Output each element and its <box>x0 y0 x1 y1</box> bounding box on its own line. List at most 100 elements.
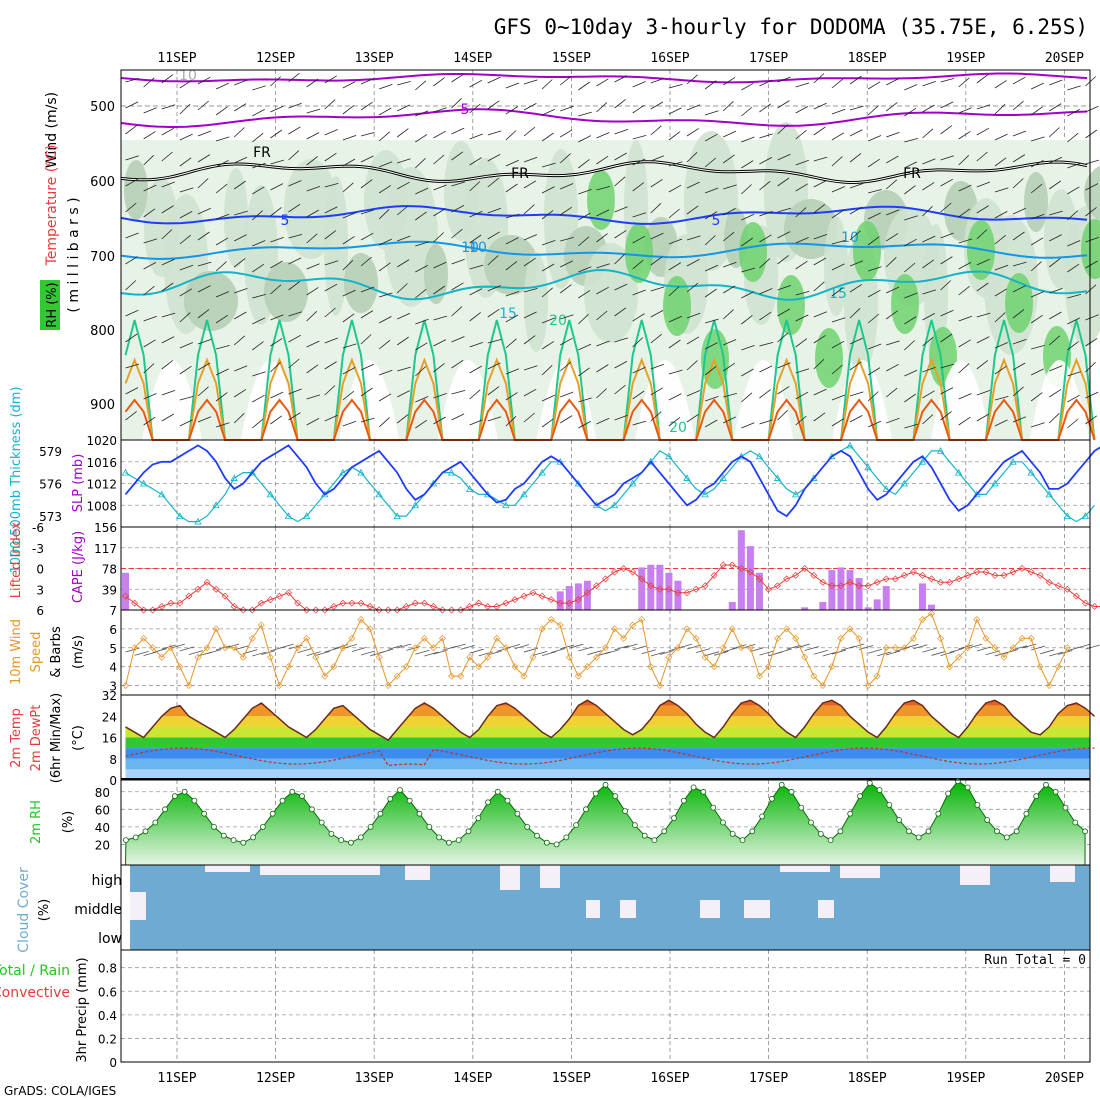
wind-barb <box>270 207 282 217</box>
wind-barb <box>505 392 518 401</box>
wind-barb <box>342 390 355 401</box>
date-label-bottom: 12SEP <box>256 1071 295 1086</box>
wind-barb <box>578 111 592 117</box>
wind-barb <box>1030 291 1045 298</box>
rh2m-point <box>543 839 550 846</box>
wind-barb <box>849 129 863 137</box>
wind-barb <box>487 100 500 110</box>
lifted-point <box>556 599 564 607</box>
wind-barb <box>795 183 808 192</box>
rh2m-point <box>798 804 805 811</box>
wind-barb <box>288 334 301 343</box>
wind-barb <box>1067 240 1081 247</box>
wind-barb <box>215 160 229 168</box>
dry-pillar <box>240 360 301 440</box>
wind-barb <box>378 292 393 298</box>
wind-barb <box>650 387 664 396</box>
thickness-point <box>339 468 347 476</box>
wind-barb <box>704 366 717 376</box>
wind-barb <box>777 124 789 135</box>
date-label-bottom: 15SEP <box>552 1071 591 1086</box>
wind-barb <box>922 336 934 347</box>
wind-barb <box>976 360 989 370</box>
wind-barb <box>252 210 263 221</box>
wind-barb <box>578 135 591 143</box>
wind10-barb <box>451 643 466 649</box>
wind-barb <box>741 392 753 403</box>
wind-barb <box>849 284 863 293</box>
wind-barb <box>469 79 483 88</box>
wind-barb <box>741 184 752 195</box>
wind10-barb <box>695 648 711 654</box>
wind-barb <box>777 76 791 83</box>
wind10-point <box>728 625 736 633</box>
wind10-barb <box>388 644 403 650</box>
wind-barb <box>741 237 754 247</box>
wind-barb <box>668 208 680 219</box>
temp-band <box>125 769 1090 780</box>
wind-barb <box>614 129 628 135</box>
wind10-barb <box>415 649 430 655</box>
wind-barb <box>578 421 591 429</box>
rh-blob <box>264 262 308 322</box>
wind10-barb <box>261 650 276 655</box>
date-label-top: 17SEP <box>749 51 788 66</box>
wind-barb <box>1012 130 1027 137</box>
slp-line <box>124 444 1100 518</box>
wind-barb <box>723 362 736 372</box>
wind10-barb <box>505 643 520 649</box>
wind-barb <box>324 129 338 136</box>
wind-barb <box>161 413 175 422</box>
wind10-point <box>909 634 917 642</box>
wind-barb <box>1030 368 1044 376</box>
wind-barb <box>940 232 954 239</box>
wind-barb <box>596 233 608 243</box>
wind-barb <box>686 152 698 163</box>
wind-barb <box>324 99 336 110</box>
wind-barb <box>904 262 916 273</box>
wind-barb <box>397 158 411 164</box>
wind-barb <box>396 205 409 216</box>
thickness-point <box>375 490 383 498</box>
thickness-point <box>357 468 365 476</box>
cape-bar <box>556 591 564 610</box>
wind-barb <box>1012 178 1024 189</box>
wind-barb <box>704 264 719 272</box>
wind10-point <box>1018 634 1026 642</box>
cloud-clear-high <box>405 865 430 880</box>
wind-barb <box>777 410 788 421</box>
wind-barb <box>433 393 447 399</box>
lifted-point <box>783 575 791 583</box>
wind-barb <box>813 126 826 136</box>
temp2m-tick: 24 <box>102 710 117 724</box>
wind-barb <box>1085 76 1096 87</box>
temp2m-ylabel2: 2m DewPt <box>29 705 44 772</box>
wind10-barb <box>397 643 412 649</box>
rh2m-point <box>318 819 325 826</box>
rh-blob-green <box>891 274 919 334</box>
wind-barb <box>614 230 627 239</box>
wind-barb <box>234 288 248 294</box>
wind-barb <box>396 128 409 138</box>
wind-barb <box>1012 416 1027 423</box>
wind-barb <box>958 393 972 400</box>
wind-barb <box>560 337 573 346</box>
wind-barb <box>704 211 718 220</box>
wind10-point <box>873 672 881 680</box>
wind-barb <box>143 107 157 114</box>
temp-band <box>125 748 1090 759</box>
wind-barb <box>523 204 535 215</box>
wind10-point <box>402 663 410 671</box>
rh-blob <box>524 252 548 352</box>
rh2m-point <box>357 834 364 841</box>
wind-barb <box>632 259 644 270</box>
thickness-point <box>1063 512 1072 520</box>
lifted-point <box>266 596 274 604</box>
wind10-point <box>819 682 827 690</box>
thickness-point <box>846 441 854 449</box>
wind-barb <box>487 255 499 266</box>
rh2m-point <box>915 834 922 841</box>
wind10-barb <box>215 645 231 651</box>
wind-barb <box>686 128 699 137</box>
wind-barb <box>469 419 483 426</box>
